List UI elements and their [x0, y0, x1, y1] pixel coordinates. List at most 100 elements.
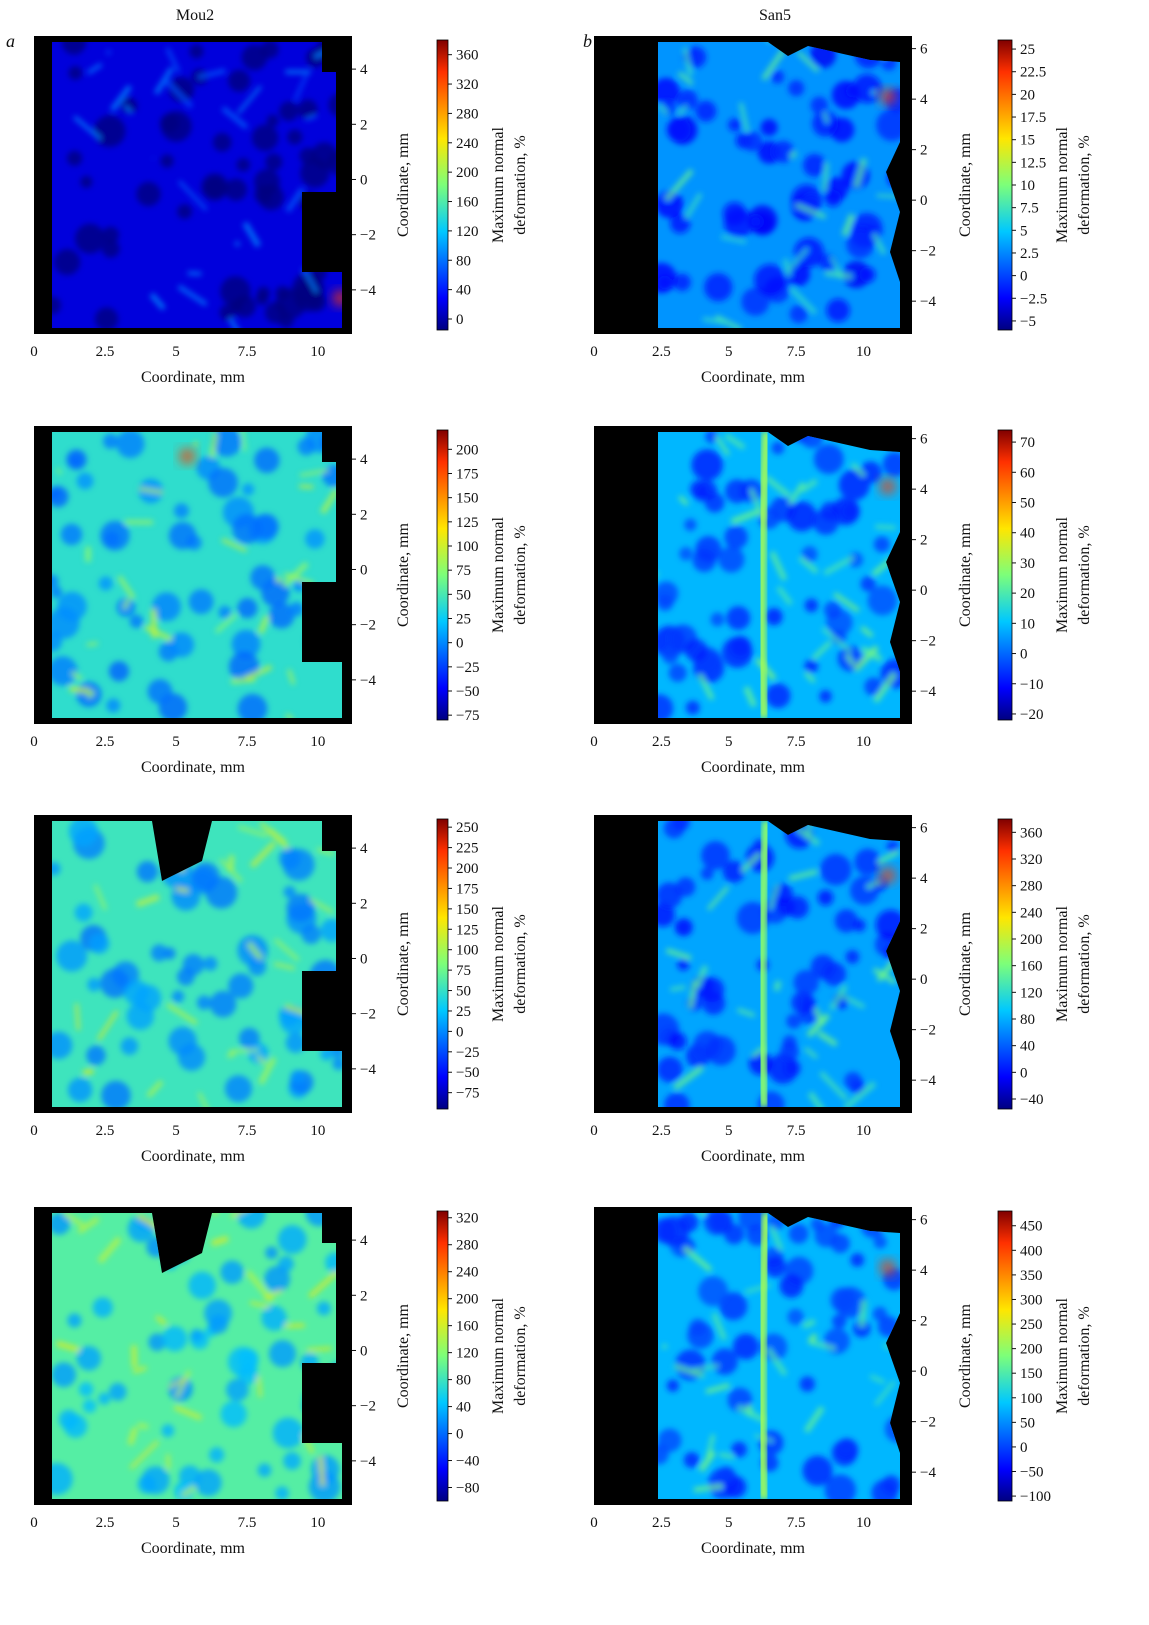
- colorbar-tick-label: 225: [456, 841, 479, 857]
- colorbar-tick-label: 80: [456, 1373, 471, 1389]
- colorbar: [436, 429, 449, 721]
- colorbar-ticks: 360 320 280 240 200 160 120 80 40 0 −40: [1012, 825, 1043, 1108]
- panel-a-3: 0 2.5 5 7.5 10 Coordinate, mm 4 2 0 −2 −4 Coordinat…: [30, 815, 529, 1165]
- panel-a-2: 0 2.5 5 7.5 10 Coordinate, mm 4 2 0 −2 −4 Coordinat…: [30, 426, 529, 776]
- y-tick-label: 0: [920, 972, 928, 988]
- colorbar-tick-label: 200: [456, 442, 479, 458]
- colorbar-tick-label: 60: [1020, 465, 1035, 481]
- colorbar-tick-label: −20: [1020, 707, 1043, 723]
- x-axis-label: Coordinate, mm: [701, 369, 806, 386]
- colorbar-label: Maximum normal deformation, %: [490, 905, 529, 1022]
- y-tick-label: 2: [360, 1288, 368, 1304]
- x-ticks: 0 2.5 5 7.5 10: [30, 734, 325, 750]
- colorbar-tick-label: 100: [456, 943, 479, 959]
- colorbar: [997, 818, 1013, 1110]
- y-tick-label: 4: [920, 871, 928, 887]
- y-tick-label: 0: [920, 583, 928, 599]
- colorbar-tick-label: 10: [1020, 616, 1035, 632]
- y-axis-label: Coordinate, mm: [395, 1303, 412, 1408]
- x-tick-label: 0: [30, 1123, 38, 1139]
- colorbar-tick-label: 10: [1020, 178, 1035, 194]
- x-ticks: 0 2.5 5 7.5 10: [590, 734, 871, 750]
- colorbar-ticks: 200 175 150 125 100 75 50 25 0 −25 −50 −75: [448, 442, 479, 724]
- y-tick-label: −2: [920, 1415, 936, 1431]
- colorbar-tick-label: 350: [1020, 1268, 1043, 1284]
- x-tick-label: 2.5: [96, 344, 115, 360]
- colorbar-tick-label: 40: [1020, 1039, 1035, 1055]
- colorbar-tick-label: 40: [1020, 526, 1035, 542]
- colorbar-tick-label: 175: [456, 881, 479, 897]
- y-ticks: 6 4 2 0 −2 −4: [912, 1213, 936, 1481]
- panel-a-1: 0 2.5 5 7.5 10 Coordinate, mm 4 2 0 −2 −4 Coordinat…: [30, 36, 529, 386]
- y-tick-label: 4: [920, 482, 928, 498]
- colorbar-label: Maximum normal deformation, %: [490, 126, 529, 243]
- colorbar-tick-label: 0: [456, 312, 464, 328]
- colorbar-tick-label: 50: [1020, 496, 1035, 512]
- x-tick-label: 2.5: [96, 734, 115, 750]
- colorbar-tick-label: 240: [456, 136, 479, 152]
- y-tick-label: 2: [360, 896, 368, 912]
- y-tick-label: 6: [920, 432, 928, 448]
- colorbar-tick-label: 50: [456, 984, 471, 1000]
- panel-b-4: 0 2.5 5 7.5 10 Coordinate, mm 6 4 2 0 −2 −4 Coordina…: [590, 1207, 1093, 1557]
- deformation-map: [52, 432, 342, 718]
- x-tick-label: 7.5: [238, 734, 257, 750]
- colorbar-tick-label: −5: [1020, 314, 1036, 330]
- y-ticks: 6 4 2 0 −2 −4: [912, 432, 936, 700]
- x-tick-label: 2.5: [652, 734, 671, 750]
- x-tick-label: 7.5: [787, 1515, 806, 1531]
- colorbar-tick-label: 25: [1020, 42, 1035, 58]
- x-tick-label: 5: [725, 344, 733, 360]
- x-axis-label: Coordinate, mm: [141, 759, 246, 776]
- colorbar-tick-label: 50: [1020, 1415, 1035, 1431]
- colorbar-tick-label: −100: [1020, 1489, 1051, 1505]
- colorbar-tick-label: 300: [1020, 1292, 1043, 1308]
- colorbar-tick-label: 30: [1020, 556, 1035, 572]
- colorbar-tick-label: 22.5: [1020, 65, 1046, 81]
- y-tick-label: −2: [360, 618, 376, 634]
- colorbar-tick-label: −75: [456, 1086, 479, 1102]
- y-ticks: 6 4 2 0 −2 −4: [912, 42, 936, 310]
- colorbar-tick-label: 150: [456, 902, 479, 918]
- colorbar-tick-label: 40: [456, 1400, 471, 1416]
- y-tick-label: 2: [360, 117, 368, 133]
- colorbar-tick-label: 125: [456, 515, 479, 531]
- colorbar-tick-label: 5: [1020, 223, 1028, 239]
- colorbar-tick-label: 0: [1020, 647, 1028, 663]
- colorbar-tick-label: −40: [1020, 1092, 1043, 1108]
- colorbar-ticks: 70 60 50 40 30 20 10 0 −10 −20: [1012, 435, 1043, 723]
- colorbar-tick-label: −25: [456, 660, 479, 676]
- x-axis-label: Coordinate, mm: [141, 1540, 246, 1557]
- x-ticks: 0 2.5 5 7.5 10: [30, 344, 325, 360]
- y-tick-label: −4: [360, 283, 376, 299]
- column-letter-b: b: [583, 31, 592, 51]
- y-axis-label: Coordinate, mm: [957, 911, 974, 1016]
- deformation-map: [658, 42, 900, 328]
- y-tick-label: 2: [920, 1314, 928, 1330]
- colorbar-label: Maximum normal deformation, %: [1054, 1297, 1093, 1414]
- y-tick-label: 4: [920, 1263, 928, 1279]
- y-tick-label: 4: [360, 62, 368, 78]
- colorbar-tick-label: 280: [456, 1238, 479, 1254]
- colorbar-tick-label: 360: [1020, 825, 1043, 841]
- colorbar-tick-label: −50: [1020, 1465, 1043, 1481]
- x-tick-label: 10: [310, 1515, 325, 1531]
- colorbar-tick-label: −50: [456, 1065, 479, 1081]
- y-tick-label: −4: [360, 673, 376, 689]
- y-tick-label: 4: [920, 92, 928, 108]
- x-axis-label: Coordinate, mm: [701, 759, 806, 776]
- y-tick-label: −2: [360, 1007, 376, 1023]
- y-tick-label: −4: [360, 1454, 376, 1470]
- y-tick-label: −4: [920, 294, 936, 310]
- colorbar-tick-label: 25: [456, 1004, 471, 1020]
- colorbar-tick-label: 0: [1020, 1065, 1028, 1081]
- colorbar-tick-label: 200: [456, 1292, 479, 1308]
- colorbar-label: Maximum normal deformation, %: [1054, 516, 1093, 633]
- colorbar-tick-label: 320: [456, 1211, 479, 1227]
- y-axis-label: Coordinate, mm: [957, 522, 974, 627]
- x-axis-label: Coordinate, mm: [141, 369, 246, 386]
- y-tick-label: −2: [360, 228, 376, 244]
- y-tick-label: 0: [920, 193, 928, 209]
